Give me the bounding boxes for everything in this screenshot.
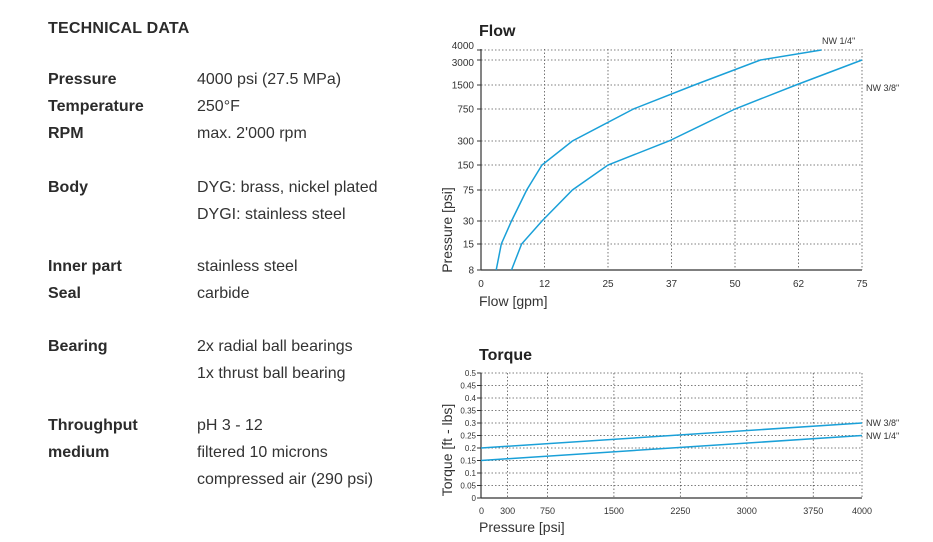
torque-series-label-nw-3-8: NW 3/8" xyxy=(866,418,899,428)
torque-y-tick-0-45: 0.45 xyxy=(460,382,476,391)
torque-x-tick-2250: 2250 xyxy=(670,506,690,516)
spec-value-bearing-1: 2x radial ball bearings xyxy=(197,338,353,355)
spec-value-throughput-3: compressed air (290 psi) xyxy=(197,471,374,488)
flow-x-tick-75: 75 xyxy=(856,279,868,290)
torque-series-label-nw-1-4: NW 1/4" xyxy=(866,431,899,441)
flow-x-axis-label: Flow [gpm] xyxy=(479,293,547,309)
torque-chart-title: Torque xyxy=(479,347,532,364)
spec-value-seal: carbide xyxy=(197,285,250,302)
spec-value-body-2: DYGI: stainless steel xyxy=(197,206,346,223)
spec-label-throughput: Throughput xyxy=(48,417,138,434)
flow-series-nw-3-8 xyxy=(510,59,863,271)
flow-x-tick-12: 12 xyxy=(539,279,551,290)
section-title: TECHNICAL DATA xyxy=(48,20,190,37)
spec-label-temperature: Temperature xyxy=(48,98,144,115)
torque-x-axis-label: Pressure [psi] xyxy=(479,519,565,535)
flow-chart: Flow 0 12 25 37 50 62 75 8 15 30 75 150 300 750 1500 300… xyxy=(439,23,899,309)
spec-value-body-1: DYG: brass, nickel plated xyxy=(197,179,378,196)
spec-value-throughput-1: pH 3 - 12 xyxy=(197,417,263,434)
spec-label-seal: Seal xyxy=(48,285,81,302)
spec-label-rpm: RPM xyxy=(48,125,84,142)
flow-series-nw-1-4 xyxy=(495,49,822,271)
flow-y-tick-15: 15 xyxy=(463,240,475,251)
torque-x-tick-1500: 1500 xyxy=(604,506,624,516)
spec-label-bearing: Bearing xyxy=(48,338,108,355)
flow-series-label-nw-3-8: NW 3/8" xyxy=(866,83,899,93)
spec-value-pressure: 4000 psi (27.5 MPa) xyxy=(197,71,342,88)
flow-y-axis-label: Pressure [psi] xyxy=(439,187,455,273)
spec-value-rpm: max. 2'000 rpm xyxy=(197,125,307,142)
flow-y-tick-300: 300 xyxy=(457,137,474,148)
torque-y-tick-0-2: 0.2 xyxy=(465,444,477,453)
torque-y-tick-0-35: 0.35 xyxy=(460,407,476,416)
flow-x-tick-25: 25 xyxy=(602,279,614,290)
torque-y-tick-0-1: 0.1 xyxy=(465,469,477,478)
flow-x-tick-0: 0 xyxy=(478,279,484,290)
flow-y-tick-8: 8 xyxy=(468,266,474,277)
spec-value-throughput-2: filtered 10 microns xyxy=(197,444,328,461)
torque-x-tick-750: 750 xyxy=(540,506,555,516)
flow-x-tick-50: 50 xyxy=(729,279,741,290)
torque-chart: Torque 0 300 750 1500 2250 3000 3750 4000 0 0.05 0.… xyxy=(439,347,899,535)
spec-label-body: Body xyxy=(48,179,88,196)
flow-x-tick-62: 62 xyxy=(793,279,805,290)
flow-y-tick-150: 150 xyxy=(457,161,474,172)
spec-value-temperature: 250°F xyxy=(197,98,240,115)
torque-x-tick-300: 300 xyxy=(500,506,515,516)
torque-y-tick-0: 0 xyxy=(472,494,477,503)
torque-y-tick-0-25: 0.25 xyxy=(460,432,476,441)
torque-x-tick-3750: 3750 xyxy=(803,506,823,516)
flow-y-tick-4000: 4000 xyxy=(452,41,475,52)
spec-label-pressure: Pressure xyxy=(48,71,117,88)
torque-y-tick-0-4: 0.4 xyxy=(465,394,477,403)
spec-label-inner-part: Inner part xyxy=(48,258,122,275)
flow-series-label-nw-1-4: NW 1/4" xyxy=(822,36,855,46)
flow-y-tick-750: 750 xyxy=(457,105,474,116)
spec-value-inner-part: stainless steel xyxy=(197,258,298,275)
torque-y-tick-0-05: 0.05 xyxy=(460,482,476,491)
torque-x-tick-4000: 4000 xyxy=(852,506,872,516)
torque-series-nw-3-8 xyxy=(480,422,863,449)
flow-y-tick-1500: 1500 xyxy=(452,81,475,92)
torque-y-tick-0-15: 0.15 xyxy=(460,457,476,466)
spec-label-medium: medium xyxy=(48,444,110,461)
torque-y-axis-label: Torque [ft - lbs] xyxy=(439,404,455,497)
flow-y-tick-75: 75 xyxy=(463,186,475,197)
flow-y-tick-3000: 3000 xyxy=(452,58,475,69)
torque-series-nw-1-4 xyxy=(480,434,863,462)
spec-value-bearing-2: 1x thrust ball bearing xyxy=(197,365,346,382)
flow-y-tick-30: 30 xyxy=(463,217,475,228)
flow-chart-title: Flow xyxy=(479,23,516,40)
torque-y-tick-0-3: 0.3 xyxy=(465,419,477,428)
torque-y-tick-0-5: 0.5 xyxy=(465,369,477,378)
flow-x-tick-37: 37 xyxy=(666,279,678,290)
torque-x-tick-3000: 3000 xyxy=(737,506,757,516)
torque-x-tick-0: 0 xyxy=(479,506,484,516)
